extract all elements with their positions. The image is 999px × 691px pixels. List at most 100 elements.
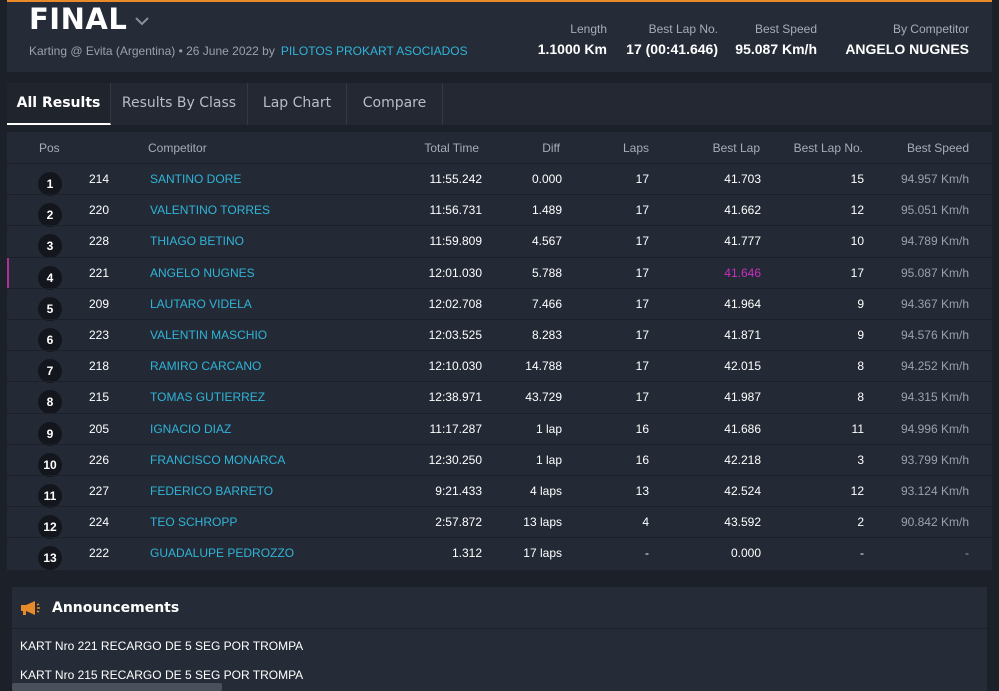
table-row[interactable]: 3 228 THIAGO BETINO 11:59.809 4.567 17 41.777 1…	[7, 225, 992, 259]
col-pos[interactable]: Pos	[39, 141, 60, 155]
table-row[interactable]: 7 218 RAMIRO CARCANO 12:10.030 14.788 17 42.01…	[7, 350, 992, 384]
competitor-link[interactable]: RAMIRO CARCANO	[150, 359, 262, 374]
competitor-link[interactable]: VALENTINO TORRES	[150, 203, 271, 218]
laps-count: 4	[642, 515, 649, 530]
total-time: 11:55.242	[429, 172, 483, 186]
best-lap-no: 10	[850, 234, 864, 249]
organizer-link[interactable]: PILOTOS PROKART ASOCIADOS	[280, 44, 468, 58]
best-lap: 42.524	[724, 483, 761, 498]
kart-number: 228	[89, 234, 110, 249]
gap-diff: 1.489	[531, 203, 562, 218]
stat-length: Length 1.1000 Km	[538, 22, 607, 57]
best-lap-no: 11	[851, 421, 864, 436]
table-row[interactable]: 10 226 FRANCISCO MONARCA 12:30.250 1 lap 16 42…	[7, 443, 992, 477]
col-best-speed[interactable]: Best Speed	[906, 141, 969, 155]
tab-lap-chart[interactable]: Lap Chart	[248, 83, 347, 125]
total-time: 1.312	[451, 546, 482, 561]
col-best-lap[interactable]: Best Lap	[712, 141, 760, 155]
competitor-link[interactable]: TEO SCHROPP	[150, 515, 238, 530]
table-row[interactable]: 13 222 GUADALUPE PEDROZZO 1.312 17 laps - 0.00…	[7, 537, 992, 571]
position-badge: 1	[38, 172, 62, 196]
competitor-link[interactable]: VALENTIN MASCHIO	[150, 327, 268, 342]
best-speed: 94.252 Km/h	[900, 359, 969, 374]
competitor-link[interactable]: FEDERICO BARRETO	[150, 483, 274, 498]
competitor-link[interactable]: SANTINO DORE	[150, 172, 242, 186]
best-lap: 41.703	[724, 172, 761, 186]
total-time: 12:01.030	[428, 265, 482, 280]
position-badge: 13	[38, 546, 62, 571]
gap-diff: 17 laps	[523, 546, 562, 561]
competitor-link[interactable]: ANGELO NUGNES	[150, 265, 255, 280]
kart-number: 220	[89, 203, 110, 218]
total-time: 11:56.731	[429, 203, 483, 218]
event-subtitle: Karting @ Evita (Argentina) • 26 June 20…	[29, 44, 468, 58]
tab-results-by-class[interactable]: Results By Class	[111, 83, 248, 125]
results-tabs: All Results Results By Class Lap Chart C…	[7, 83, 992, 125]
col-competitor[interactable]: Competitor	[148, 141, 207, 155]
table-row[interactable]: 9 205 IGNACIO DIAZ 11:17.287 1 lap 16 41.686 11…	[7, 412, 992, 446]
laps-count: 16	[635, 452, 649, 467]
table-row[interactable]: 2 220 VALENTINO TORRES 11:56.731 1.489 17 41.6…	[7, 194, 992, 228]
tab-compare[interactable]: Compare	[347, 83, 443, 125]
competitor-link[interactable]: LAUTARO VIDELA	[150, 296, 252, 311]
best-speed: 90.842 Km/h	[900, 515, 969, 530]
position-badge: 3	[38, 234, 62, 259]
best-lap: 43.592	[724, 515, 761, 530]
total-time: 9:21.433	[435, 483, 482, 498]
gap-diff: 13 laps	[523, 515, 562, 530]
col-laps[interactable]: Laps	[622, 141, 649, 155]
best-lap: 41.871	[724, 327, 761, 342]
table-row[interactable]: 4 221 ANGELO NUGNES 12:01.030 5.788 17 41.646 1…	[7, 256, 992, 290]
laps-count: 17	[635, 390, 649, 405]
kart-number: 223	[89, 327, 110, 342]
table-row[interactable]: 1 214 SANTINO DORE 11:55.242 0.000 17 41.703 15…	[7, 163, 992, 196]
kart-number: 227	[89, 483, 110, 498]
title-row[interactable]: FINAL	[29, 2, 150, 36]
announcements-panel: Announcements KART Nro 221 RECARGO DE 5 …	[12, 587, 987, 691]
table-row[interactable]: 12 224 TEO SCHROPP 2:57.872 13 laps 4 43.592 2 9…	[7, 506, 992, 540]
tab-all-results[interactable]: All Results	[7, 83, 111, 125]
table-row[interactable]: 8 215 TOMAS GUTIERREZ 12:38.971 43.729 17 41.9…	[7, 381, 992, 415]
col-total-time[interactable]: Total Time	[424, 141, 479, 155]
table-row[interactable]: 6 223 VALENTIN MASCHIO 12:03.525 8.283 17 41.8…	[7, 318, 992, 352]
table-row[interactable]: 5 209 LAUTARO VIDELA 12:02.708 7.466 17 41.964…	[7, 287, 992, 321]
col-diff[interactable]: Diff	[542, 141, 560, 155]
best-lap-no: 12	[850, 203, 864, 218]
position-badge: 10	[38, 452, 62, 477]
competitor-link[interactable]: TOMAS GUTIERREZ	[150, 390, 266, 405]
kart-number: 205	[89, 421, 110, 436]
laps-count: 17	[635, 327, 649, 342]
stat-best-lap-no: Best Lap No. 17 (00:41.646)	[626, 22, 718, 57]
laps-count: 17	[635, 172, 649, 186]
kart-number: 218	[89, 359, 110, 374]
stat-label: Best Speed	[754, 22, 817, 36]
kart-number: 221	[89, 265, 110, 280]
announcements-header: Announcements	[12, 587, 987, 629]
total-time: 12:30.250	[428, 452, 482, 467]
col-best-lap-no[interactable]: Best Lap No.	[793, 141, 863, 155]
best-speed: -	[965, 546, 969, 561]
gap-diff: 5.788	[531, 265, 562, 280]
gap-diff: 8.283	[531, 327, 562, 342]
best-lap: 41.777	[724, 234, 761, 249]
best-lap-no: 9	[857, 296, 864, 311]
gap-diff: 4 laps	[529, 483, 562, 498]
total-time: 2:57.872	[435, 515, 482, 530]
best-lap-no: 12	[850, 483, 864, 498]
gap-diff: 43.729	[525, 390, 562, 405]
horizontal-scrollbar[interactable]	[12, 683, 222, 691]
competitor-link[interactable]: FRANCISCO MONARCA	[150, 452, 286, 467]
laps-count: 17	[635, 203, 649, 218]
gap-diff: 4.567	[531, 234, 562, 249]
gap-diff: 7.466	[531, 296, 562, 311]
total-time: 12:03.525	[428, 327, 482, 342]
best-speed: 93.799 Km/h	[900, 452, 969, 467]
table-row[interactable]: 11 227 FEDERICO BARRETO 9:21.433 4 laps 13 42.…	[7, 474, 992, 508]
competitor-link[interactable]: GUADALUPE PEDROZZO	[150, 546, 295, 561]
competitor-link[interactable]: IGNACIO DIAZ	[150, 421, 232, 436]
best-lap: 41.662	[724, 203, 761, 218]
chevron-down-icon[interactable]	[135, 16, 150, 26]
gap-diff: 14.788	[525, 359, 562, 374]
competitor-link[interactable]: THIAGO BETINO	[150, 234, 245, 249]
position-badge: 7	[38, 359, 62, 384]
